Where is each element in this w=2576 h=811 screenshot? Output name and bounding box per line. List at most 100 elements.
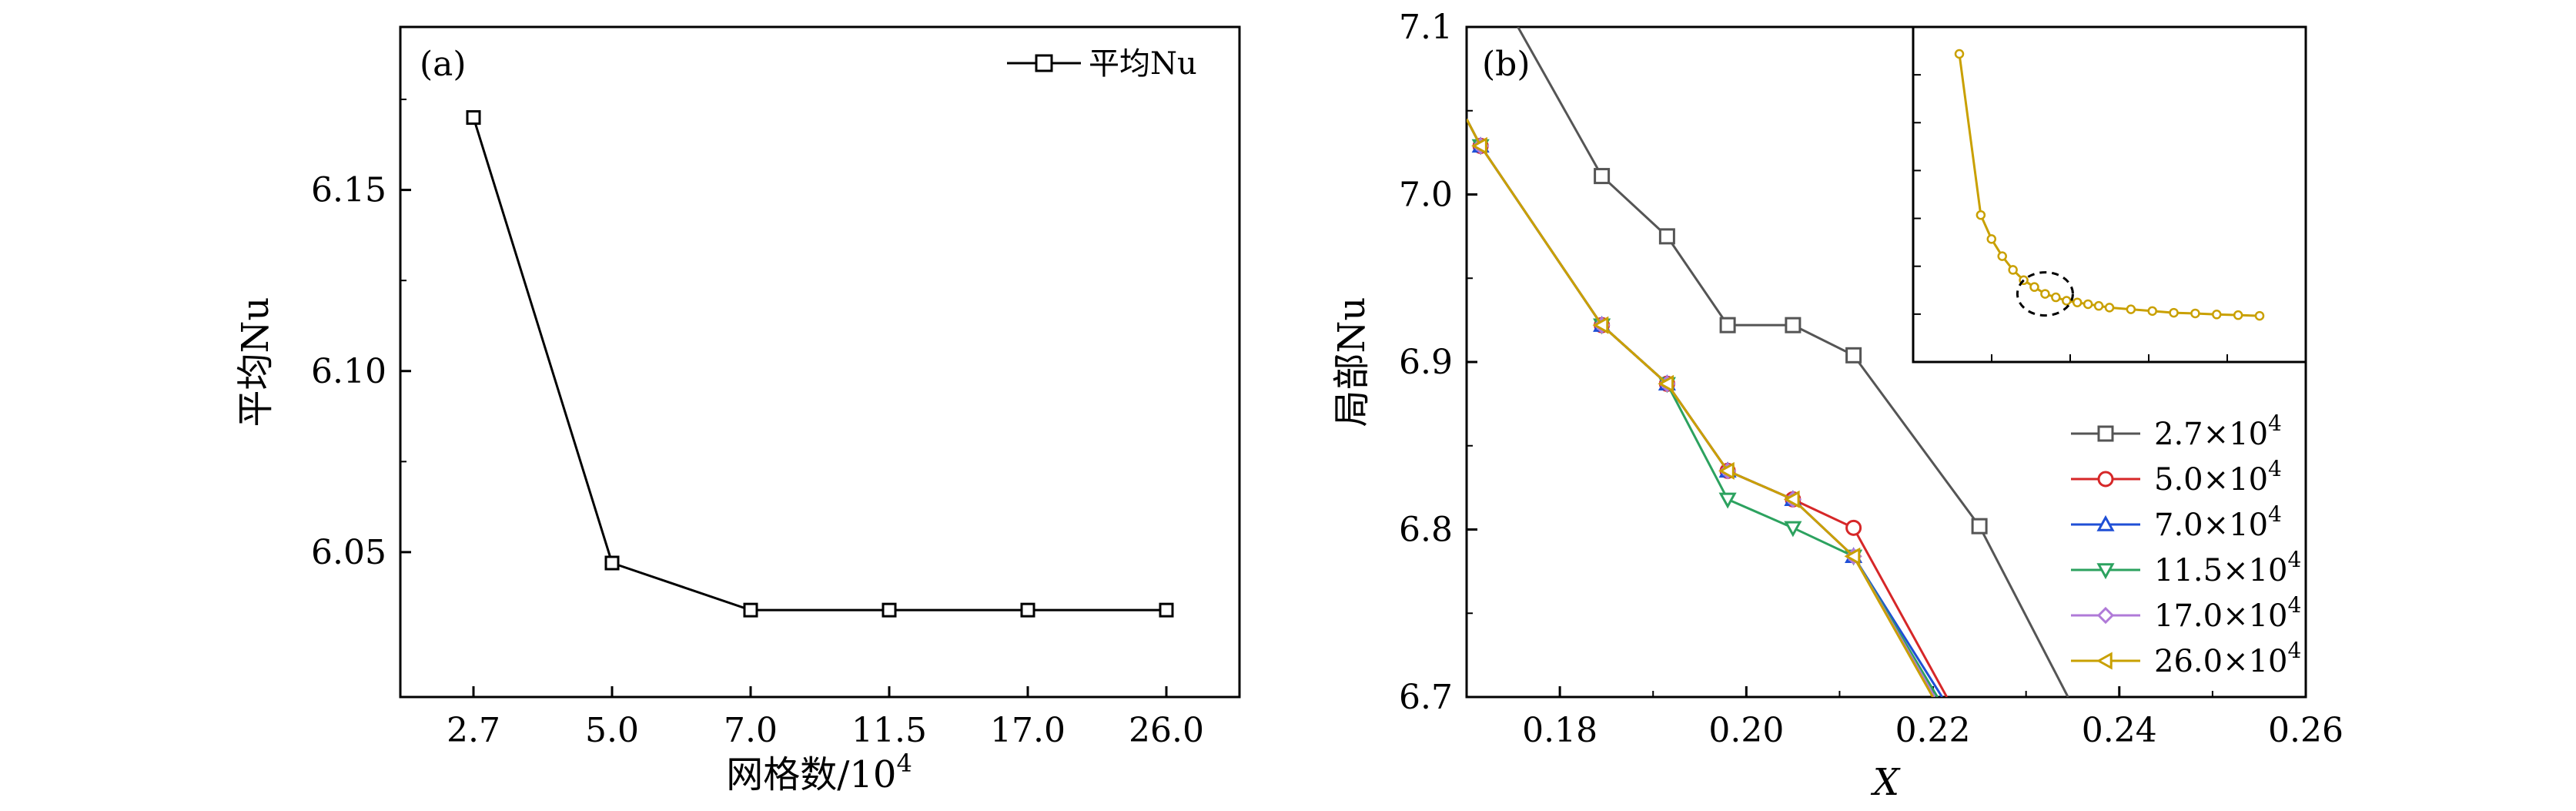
series-line-b-5 [1467, 118, 1934, 697]
data-point-b-5 [1844, 547, 1861, 565]
series-line-b-0 [1517, 27, 2069, 697]
legend-b-marker-3 [2096, 563, 2115, 580]
legend-b-label-main-4: 17.0×10 [2154, 598, 2287, 634]
legend-b-label-sup-2: 4 [2268, 501, 2282, 527]
panel-b-legend: 2.7×1045.0×1047.0×10411.5×10417.0×10426.… [2071, 411, 2301, 679]
x-tick-label-b: 0.24 [2082, 711, 2157, 750]
data-point-b-3 [1718, 492, 1737, 509]
legend-b-label-sup-1: 4 [2268, 456, 2282, 481]
panel-a-tag: (a) [420, 45, 467, 84]
legend-b-label-5: 26.0×104 [2154, 638, 2301, 679]
inset-point [2104, 303, 2115, 313]
data-point-a [604, 555, 620, 571]
panel-a-ticks: 2.7 5.0 7.0 11.5 17.0 26.0 6.05 6.10 6.15 [311, 99, 1204, 750]
data-point-b-5 [1592, 316, 1609, 334]
inset-point [2008, 265, 2018, 275]
x-tick-label-b: 0.26 [2268, 711, 2343, 750]
y-tick-label-b: 6.7 [1399, 678, 1453, 717]
y-tick-label-b: 6.9 [1399, 343, 1453, 382]
inset-point [1986, 234, 1997, 244]
inset-highlight-circle [2016, 271, 2074, 317]
inset-point [2233, 310, 2243, 320]
inset-point [2029, 282, 2039, 292]
inset-point [2169, 307, 2179, 318]
data-point-a [1159, 602, 1174, 618]
data-point-b-0 [1658, 228, 1675, 245]
panel-b-xlabel: X [1870, 761, 1901, 804]
x-tick-label-b: 0.22 [1895, 711, 1971, 750]
legend-b-label-4: 17.0×104 [2154, 592, 2301, 634]
x-tick-label-a: 2.7 [447, 711, 500, 750]
legend-b-label-main-5: 26.0×10 [2154, 644, 2287, 679]
inset-point [2093, 300, 2104, 311]
inset-point [1975, 209, 1986, 220]
data-point-a [1020, 602, 1035, 618]
legend-b-label-1: 5.0×104 [2154, 456, 2282, 498]
legend-b-label-main-3: 11.5×10 [2154, 553, 2287, 588]
data-point-b-0 [1594, 168, 1611, 185]
inset-point [2072, 297, 2083, 307]
inset-point [2083, 299, 2093, 310]
y-tick-label-b: 7.1 [1399, 8, 1453, 47]
legend-b-label-sup-0: 4 [2268, 411, 2282, 436]
panel-a-xlabel-sup: 4 [896, 749, 912, 778]
legend-b-label-main-1: 5.0×10 [2154, 462, 2268, 498]
y-tick-label-a: 6.15 [311, 171, 386, 210]
x-tick-label-a: 26.0 [1129, 711, 1204, 750]
panel-b-tag: (b) [1482, 45, 1531, 84]
legend-b-label-sup-3: 4 [2287, 547, 2301, 572]
y-tick-label-a: 6.05 [311, 533, 386, 572]
panel-b-ticks: 0.18 0.20 0.22 0.24 0.26 6.7 6.8 6.9 7.0 7.1 [1399, 8, 2343, 750]
data-point-b-5 [1471, 136, 1487, 155]
panel-a-series [466, 110, 1174, 618]
legend-b-marker-1 [2097, 471, 2114, 488]
inset-point [2062, 296, 2072, 306]
panel-a-ylabel: 平均Nu [234, 297, 277, 427]
data-point-b-0 [1785, 317, 1802, 333]
x-tick-label-a: 7.0 [724, 711, 778, 750]
legend-a-label: 平均Nu [1089, 46, 1197, 82]
y-tick-label-b: 7.0 [1399, 176, 1453, 215]
legend-b-marker-4 [2096, 606, 2115, 625]
inset-point [2040, 289, 2050, 299]
x-tick-label-a: 5.0 [585, 711, 639, 750]
inset-point [1954, 49, 1965, 59]
data-point-b-1 [1845, 519, 1862, 536]
legend-a-marker [1035, 54, 1053, 72]
data-point-a [743, 602, 758, 618]
data-point-b-5 [1783, 490, 1800, 508]
series-line-a [472, 117, 1166, 612]
data-point-b-0 [1845, 347, 1862, 364]
x-tick-label-b: 0.20 [1708, 711, 1784, 750]
inset-point [2126, 304, 2136, 314]
x-tick-label-a: 17.0 [990, 711, 1066, 750]
legend-b-label-0: 2.7×104 [2154, 411, 2282, 452]
inset-point [1997, 251, 2007, 261]
inset-point [2051, 292, 2061, 303]
panel-b: 0.18 0.20 0.22 0.24 0.266.76.86.97.07.1 (b) … [1330, 8, 2343, 804]
legend-b-label-3: 11.5×104 [2154, 547, 2301, 588]
legend-b-marker-2 [2096, 514, 2115, 531]
panel-a: (a) 2.7 5.0 7.0 11.5 17.0 26.0 6.05 6.10 6.15 平均… [234, 25, 1241, 796]
data-point-b-5 [1718, 461, 1735, 480]
legend-b-label-sup-5: 4 [2287, 638, 2301, 663]
panel-b-series [1467, 27, 2069, 697]
inset-point [2190, 308, 2200, 319]
data-point-b-0 [1719, 317, 1736, 333]
legend-b-label-sup-4: 4 [2287, 592, 2301, 618]
x-tick-label-b: 0.18 [1522, 711, 1597, 750]
panel-a-xlabel: 网格数/104 [726, 749, 912, 796]
x-tick-label-a: 11.5 [851, 711, 927, 750]
y-tick-label-b: 6.8 [1399, 511, 1453, 550]
data-point-b-5 [1658, 374, 1674, 393]
panel-a-frame [399, 25, 1241, 699]
panel-a-xlabel-main: 网格数/10 [726, 753, 896, 796]
y-tick-label-a: 6.10 [311, 352, 386, 391]
data-point-a [882, 602, 897, 618]
legend-b-label-main-0: 2.7×10 [2154, 417, 2268, 452]
legend-b-label-2: 7.0×104 [2154, 501, 2282, 543]
legend-b-label-main-2: 7.0×10 [2154, 508, 2268, 543]
inset-plot [1954, 49, 2265, 321]
data-point-b-3 [1784, 521, 1802, 538]
